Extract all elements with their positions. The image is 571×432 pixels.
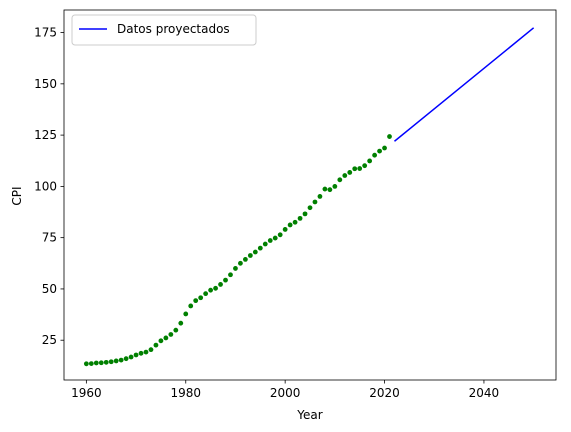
data-point [382,145,387,151]
data-point [218,282,223,287]
axes: 1960 1980 2000 2020 2040 25 50 75 100 125 150 175 [34,9,557,400]
data-point [163,335,169,341]
data-point [377,148,382,154]
data-point [292,219,298,225]
data-point [98,360,104,366]
data-point [312,199,318,205]
data-point [223,277,228,283]
data-point [247,253,253,258]
legend: Datos proyectados [71,14,257,46]
y-tick-label: 75 [42,231,57,245]
data-point [262,241,268,247]
y-tick-label: 150 [34,77,57,91]
data-point [133,352,139,358]
data-point [203,291,209,297]
data-point [108,359,114,365]
data-point [307,205,313,211]
data-point [367,158,373,164]
data-point [282,227,288,232]
axes-frame [63,9,557,381]
data-point [302,211,308,217]
data-point [168,332,174,337]
data-point [113,358,119,364]
data-point [387,134,392,139]
data-point [83,361,89,367]
data-point [118,357,124,363]
data-point [143,349,149,355]
data-point [138,350,144,356]
data-point [188,303,194,309]
y-axis-label: CPI [10,186,24,205]
legend-box [71,14,257,46]
data-point [267,238,273,243]
data-point [252,249,258,255]
data-point [178,320,184,326]
data-point [297,215,303,221]
legend-label-projected: Datos proyectados [117,22,230,36]
data-point [128,354,134,360]
x-tick-label: 1960 [71,386,102,400]
data-point [88,361,94,366]
data-point [183,311,189,317]
data-point [372,152,378,158]
data-point [317,194,323,199]
data-point [322,186,328,192]
data-point [173,327,179,333]
y-tick-label: 50 [42,282,57,296]
data-point [198,295,204,301]
data-point [233,266,238,271]
y-tick-label: 175 [34,26,57,40]
x-tick-label: 2040 [469,386,500,400]
y-tick-label: 25 [42,333,57,347]
data-point [153,342,159,348]
data-point [208,287,214,293]
data-point [123,356,129,362]
data-point [93,360,99,366]
data-point [287,222,293,228]
data-point [213,285,218,291]
data-point [257,245,263,251]
data-point [327,187,333,193]
data-point [352,166,358,172]
data-point [193,298,199,304]
data-point [347,170,353,175]
plot-area [83,27,535,367]
data-point [148,347,154,353]
data-point [272,235,278,241]
data-point [103,359,109,365]
data-point [158,338,164,344]
data-point [228,272,233,278]
data-point [357,166,363,171]
data-point [238,260,243,266]
y-tick-label: 125 [34,128,57,142]
series-line-projected [394,27,535,142]
x-tick-label: 2020 [369,386,400,400]
data-point [242,257,248,262]
data-point [277,232,283,238]
data-point [332,183,338,189]
y-tick-label: 100 [34,179,57,193]
x-tick-label: 1980 [170,386,201,400]
x-axis-label: Year [296,408,322,422]
data-point [362,163,368,169]
data-point [342,173,348,178]
data-point [337,177,343,183]
x-tick-label: 2000 [270,386,301,400]
